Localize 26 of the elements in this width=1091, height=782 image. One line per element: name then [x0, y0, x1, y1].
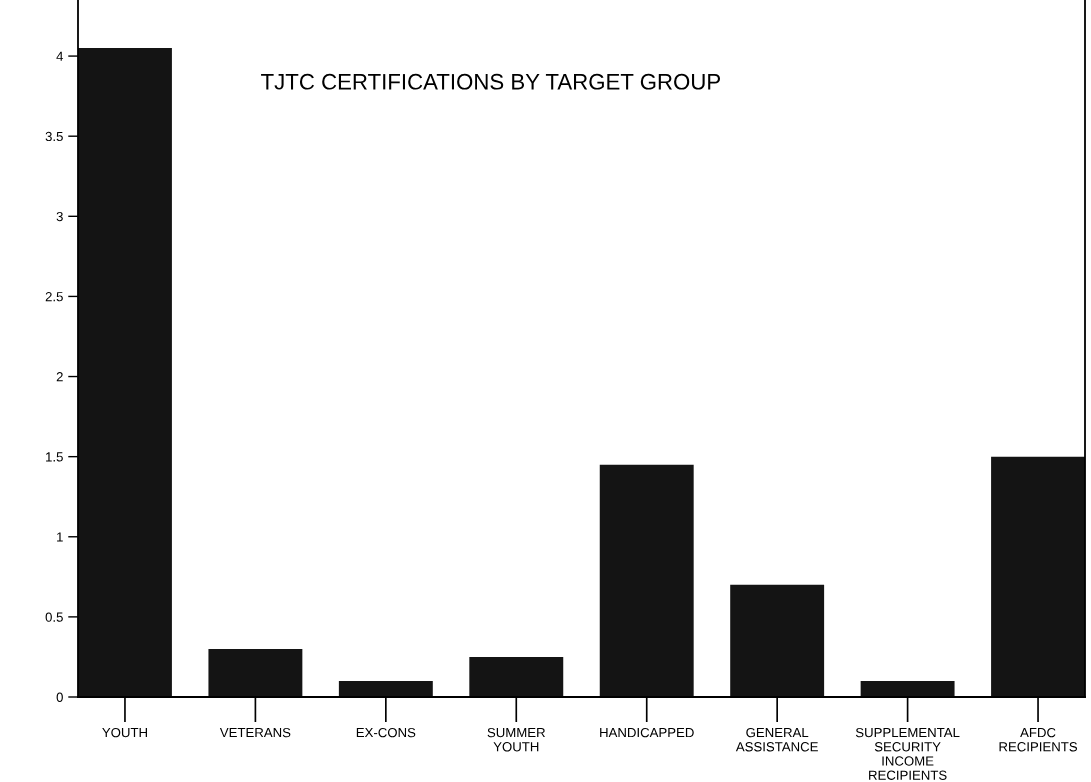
- bar: [599, 464, 694, 697]
- bar: [469, 656, 564, 697]
- x-tick-label: GENERAL ASSISTANCE: [735, 727, 818, 752]
- bar: [208, 648, 303, 697]
- x-tick-label: VETERANS: [219, 727, 291, 738]
- y-tick-label: 4: [56, 51, 64, 61]
- y-tick-label: 2: [56, 372, 63, 382]
- bar: [860, 680, 955, 697]
- y-tick-label: 1.5: [46, 452, 63, 462]
- y-tick-label: 1: [57, 532, 63, 542]
- x-tick-label: SUPPLEMENTAL SECURITY INCOME RECIPIENTS: [855, 727, 960, 780]
- y-tick-label: 3.5: [45, 131, 63, 142]
- bar: [730, 584, 825, 697]
- y-tick-label: 2.5: [45, 291, 63, 302]
- y-tick-label: 0: [56, 692, 63, 702]
- bar: [78, 48, 172, 697]
- x-tick-label: HANDICAPPED: [600, 727, 694, 738]
- x-tick-label: YOUTH: [102, 727, 147, 738]
- x-tick-label: EX-CONS: [356, 727, 416, 738]
- y-tick-label: 0.5: [45, 612, 63, 622]
- y-tick-label: 3: [56, 211, 63, 222]
- bar: [991, 456, 1085, 697]
- x-tick-label: SUMMER YOUTH: [487, 727, 545, 752]
- x-tick-label: AFDC RECIPIENTS: [999, 727, 1078, 752]
- bar: [338, 680, 433, 697]
- text: TJTC CERTIFICATIONS BY TARGET GROUP: [261, 73, 721, 90]
